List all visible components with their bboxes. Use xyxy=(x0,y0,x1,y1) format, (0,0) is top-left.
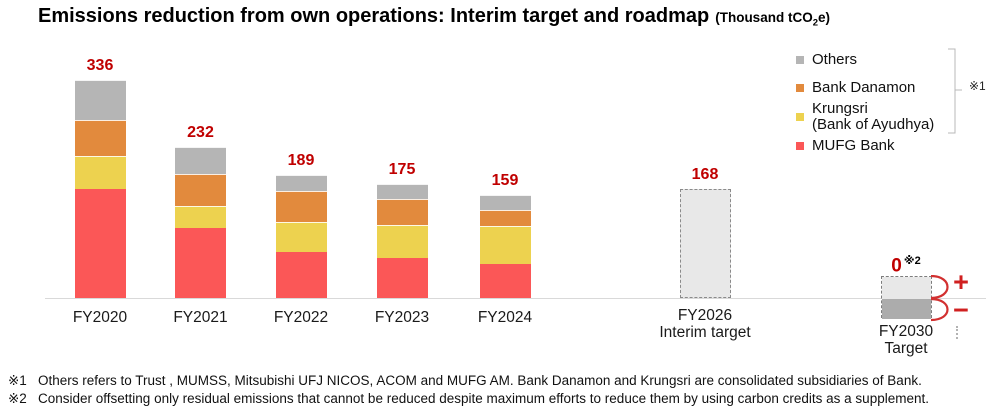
legend-label: Krungsri (Bank of Ayudhya) xyxy=(812,100,935,133)
offset-plus-sign: + xyxy=(953,267,969,297)
legend-item-mufg-bank: MUFG Bank xyxy=(796,138,946,154)
bar-segment-bank-danamon xyxy=(175,173,226,207)
title-text: Emissions reduction from own operations:… xyxy=(38,5,710,27)
offset-minus-sign: − xyxy=(953,295,969,325)
bar-fy2030 xyxy=(880,275,932,320)
bar-segment-krungsri-bank-of-ayudhya xyxy=(376,225,428,258)
x-axis-label-line: FY2022 xyxy=(273,309,329,326)
footnote-1: ※1 Others refers to Trust , MUMSS, Mitsub… xyxy=(8,372,994,390)
bar-segment-others xyxy=(479,194,531,210)
bar-segment-mufg-bank xyxy=(479,263,531,298)
offset-credit-segment xyxy=(881,298,931,320)
bar-fy2021 xyxy=(175,147,226,298)
footnote-text: Consider offsetting only residual emissi… xyxy=(38,390,929,406)
legend-bracket xyxy=(948,48,962,134)
offset-plus-minus-braces xyxy=(930,275,949,322)
x-axis-label-fy2020: FY2020 xyxy=(40,309,160,326)
footnote-marker: ※2 xyxy=(8,390,27,406)
bar-segment-others xyxy=(275,175,327,192)
bar-segment-krungsri-bank-of-ayudhya xyxy=(275,221,327,253)
legend-label: MUFG Bank xyxy=(812,137,895,154)
bar-segment-krungsri-bank-of-ayudhya xyxy=(479,226,531,264)
x-axis-label-line: FY2024 xyxy=(477,309,533,326)
bar-segment-bank-danamon xyxy=(479,209,531,227)
bar-fy2024 xyxy=(479,194,531,298)
legend-item-krungsri: Krungsri (Bank of Ayudhya) xyxy=(796,101,946,133)
bar-fy2022 xyxy=(275,175,327,298)
bar-value-fy2020: 336 xyxy=(86,56,114,74)
legend: Others Bank Danamon Krungsri (Bank of Ayudh… xyxy=(796,52,946,154)
value-note-ref: ※2 xyxy=(903,254,921,267)
bar-segment-krungsri-bank-of-ayudhya xyxy=(74,155,126,189)
x-axis-label-line: FY2030 xyxy=(878,323,934,340)
x-axis-label-fy2024: FY2024 xyxy=(445,309,565,326)
x-axis-label-fy2021: FY2021 xyxy=(141,309,261,326)
legend-item-bank-danamon: Bank Danamon xyxy=(796,80,946,96)
bar-segment-bank-danamon xyxy=(74,119,126,156)
bar-value-fy2022: 189 xyxy=(287,152,315,170)
x-axis-label-line: FY2026 xyxy=(677,307,733,324)
x-axis-line xyxy=(45,298,986,299)
legend-label: Others xyxy=(812,51,858,68)
footnote-marker: ※1 xyxy=(8,373,27,388)
legend-swatch-icon xyxy=(796,56,804,64)
bar-value-fy2030: 0 ※2 xyxy=(891,254,921,277)
legend-swatch-icon xyxy=(796,84,804,92)
bar-value-fy2026: 168 xyxy=(691,165,719,183)
bar-segment-bank-danamon xyxy=(275,191,327,222)
bar-segment-others xyxy=(175,147,226,174)
bar-fy2023 xyxy=(376,184,428,298)
legend-item-others: Others xyxy=(796,52,946,68)
bar-segment-mufg-bank xyxy=(376,257,428,298)
bar-fy2026 xyxy=(679,188,731,298)
bar-value-fy2021: 232 xyxy=(187,124,214,142)
bar-segment-mufg-bank xyxy=(74,188,126,298)
x-axis-label-fy2023: FY2023 xyxy=(342,309,462,326)
dotted-mark xyxy=(956,326,958,339)
footnote-2: ※2 Consider offsetting only residual emis… xyxy=(8,390,994,408)
x-axis-label-line: FY2023 xyxy=(374,309,430,326)
bar-fy2020 xyxy=(74,79,126,298)
bar-segment-others xyxy=(74,79,126,120)
x-axis-label-fy2022: FY2022 xyxy=(241,309,361,326)
legend-label: Bank Danamon xyxy=(812,79,916,96)
x-axis-label-line: Interim target xyxy=(659,324,751,341)
bar-segment-others xyxy=(376,184,428,199)
footnote-text: Others refers to Trust , MUMSS, Mitsubis… xyxy=(38,373,922,388)
bar-segment-mufg-bank xyxy=(275,252,327,298)
title-unit: (Thousand tCO2e) xyxy=(715,10,831,29)
legend-note-ref: ※1 xyxy=(969,79,986,93)
bar-value-fy2024: 159 xyxy=(491,171,519,189)
x-axis-label-line: Target xyxy=(884,340,928,357)
bar-value-fy2023: 175 xyxy=(388,161,416,179)
page-title: Emissions reduction from own operations:… xyxy=(38,5,830,29)
x-axis-label-line: FY2021 xyxy=(173,309,228,326)
footnotes: ※1 Others refers to Trust , MUMSS, Mitsub… xyxy=(8,372,994,407)
legend-swatch-icon xyxy=(796,142,804,150)
x-axis-label-fy2026: FY2026 Interim target xyxy=(645,307,765,341)
x-axis-label-fy2030: FY2030 Target xyxy=(846,323,966,357)
bar-segment-bank-danamon xyxy=(376,198,428,226)
bar-segment-mufg-bank xyxy=(175,227,226,298)
x-axis-label-line: FY2020 xyxy=(72,309,128,326)
offset-reduced-segment xyxy=(881,276,931,299)
chart-area: 336 FY2020 232 FY2021 189 FY2022 175 FY2023 159 F… xyxy=(40,48,986,357)
bar-segment-krungsri-bank-of-ayudhya xyxy=(175,206,226,228)
legend-swatch-icon xyxy=(796,113,804,121)
